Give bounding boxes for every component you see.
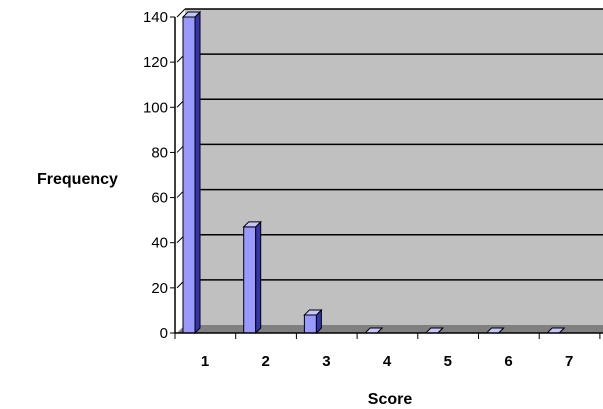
bar-front <box>303 314 317 334</box>
y-tick-label: 80 <box>151 144 168 161</box>
bar <box>303 308 323 335</box>
bar-top <box>181 11 202 18</box>
axes <box>174 17 603 334</box>
x-axis-ticks: 1 2 3 4 5 6 7 <box>174 333 601 370</box>
y-axis-ticks: 0 20 40 60 80 100 120 140 <box>143 9 175 342</box>
bar-side <box>255 220 262 335</box>
x-tick-label: 3 <box>322 353 330 370</box>
x-tick-label: 5 <box>444 353 452 370</box>
bar <box>181 10 202 335</box>
x-tick-label: 7 <box>565 353 573 370</box>
plot-floor <box>177 325 603 333</box>
y-tick-label: 0 <box>160 325 168 342</box>
y-tick-label: 40 <box>151 235 168 252</box>
x-tick-label: 6 <box>504 353 512 370</box>
plot-area <box>177 9 603 333</box>
y-tick-label: 100 <box>143 99 168 116</box>
bar-front <box>182 16 196 334</box>
x-tick-label: 1 <box>201 353 209 370</box>
bars <box>181 10 566 335</box>
bar-side <box>194 10 201 335</box>
bar <box>242 220 262 335</box>
gridline-depth <box>176 8 186 18</box>
y-tick-label: 20 <box>151 280 168 297</box>
y-tick-label: 140 <box>143 9 168 26</box>
y-tick-label: 60 <box>151 190 168 207</box>
bar-front <box>243 226 257 334</box>
y-axis-title: Frequency <box>37 171 118 188</box>
plot-background <box>177 9 603 333</box>
y-tick-label: 120 <box>143 54 168 71</box>
bar-top <box>303 309 323 316</box>
x-tick-label: 4 <box>383 353 392 370</box>
x-tick-label: 2 <box>262 353 270 370</box>
x-axis-title: Score <box>368 391 413 408</box>
bar-top <box>242 221 262 228</box>
